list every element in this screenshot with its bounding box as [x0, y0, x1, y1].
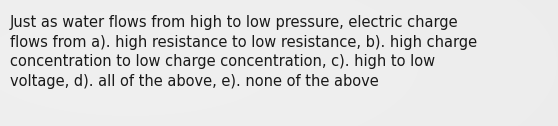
Text: Just as water flows from high to low pressure, electric charge
flows from a). hi: Just as water flows from high to low pre… [10, 15, 477, 89]
